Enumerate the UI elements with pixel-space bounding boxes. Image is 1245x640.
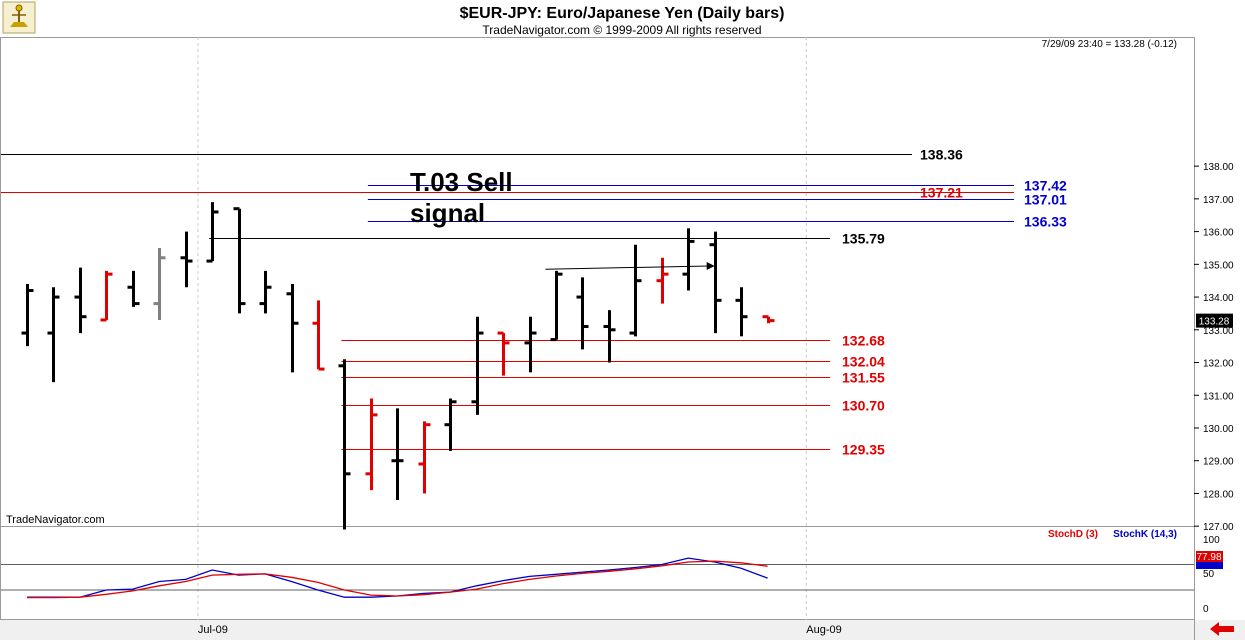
ohlc-bar (762, 315, 775, 324)
price-tick-label: 135.00 (1203, 260, 1234, 271)
stochastic-panel: 0 50 100 77.98 (1, 535, 1223, 615)
price-tick-label: 131.00 (1203, 391, 1234, 402)
ohlc-bar (418, 421, 431, 494)
ohlc-bar (444, 398, 457, 451)
price-tick-label: 134.00 (1203, 293, 1234, 304)
ohlc-bar (391, 408, 404, 500)
ohlc-bar (74, 267, 87, 334)
ohlc-bar (127, 270, 140, 307)
price-tick-label: 128.00 (1203, 489, 1234, 500)
trade-navigator-logo-icon[interactable] (2, 1, 36, 34)
stoch-tick-label: 100 (1203, 535, 1220, 546)
date-axis: Jul-09 Aug-09 (198, 624, 842, 636)
stoch-value-box-d (1196, 551, 1223, 562)
last-price-box (1196, 313, 1233, 328)
ohlc-bar (550, 270, 563, 342)
price-tick-label: 133.00 (1203, 326, 1234, 337)
price-tick-label: 130.00 (1203, 424, 1234, 435)
ohlc-bar (471, 316, 484, 415)
annotation-line-1: T.03 Sell (410, 167, 513, 197)
sell-signal-arrow (545, 261, 715, 270)
price-tick-label: 129.00 (1203, 457, 1234, 468)
ohlc-bar (259, 270, 272, 314)
stoch-tick-label: 0 (1203, 604, 1209, 615)
ohlc-bar (100, 270, 113, 322)
stochk-legend: StochK (14,3) (1113, 529, 1177, 540)
level-label: 135.79 (842, 231, 885, 247)
ohlc-bar (153, 247, 166, 320)
ohlc-bar (682, 228, 695, 291)
grid-layer (197, 37, 807, 620)
stochd-line (27, 560, 768, 599)
ohlc-bar (21, 283, 34, 347)
level-label: 137.42 (1024, 178, 1067, 194)
price-bars (21, 202, 775, 530)
level-label: 132.68 (842, 333, 885, 349)
annotation-line-2: signal (410, 198, 485, 228)
level-label: 130.70 (842, 398, 885, 414)
ohlc-bar (735, 287, 748, 337)
ohlc-bar (206, 202, 219, 263)
watermark-text: TradeNavigator.com (6, 514, 105, 526)
level-label: 137.01 (1024, 192, 1067, 208)
date-tick-label: Jul-09 (198, 624, 228, 636)
ohlc-bar (497, 331, 510, 376)
ohlc-bar (709, 231, 722, 334)
level-label: 132.04 (842, 354, 885, 370)
price-tick-label: 132.00 (1203, 359, 1234, 370)
ohlc-bar (576, 277, 589, 350)
level-label: 131.55 (842, 370, 885, 386)
stochd-value-label: 77.98 (1196, 552, 1221, 563)
ohlc-bar (312, 300, 325, 371)
stochd-legend: StochD (3) (1048, 529, 1098, 540)
ohlc-bar (233, 207, 246, 314)
arrow-head (706, 261, 715, 270)
price-tick-label: 137.00 (1203, 195, 1234, 206)
ohlc-bar (629, 244, 642, 337)
level-label: 136.33 (1024, 214, 1067, 230)
ohlc-bar (47, 287, 60, 383)
indicator-panel-frame (0, 526, 1195, 620)
date-axis-strip (0, 620, 1245, 640)
ohlc-bar (603, 310, 616, 363)
ohlc-bar (365, 398, 378, 491)
ohlc-bar (524, 316, 537, 373)
level-label: 137.21 (920, 185, 963, 201)
ohlc-bar (338, 359, 351, 530)
level-label: 138.36 (920, 147, 963, 163)
last-price-label: 133.28 (1199, 317, 1230, 328)
price-tick-label: 138.00 (1203, 162, 1234, 173)
ohlc-bar (656, 257, 669, 304)
price-tick-label: 127.00 (1203, 522, 1234, 533)
last-quote-text: 7/29/09 23:40 = 133.28 (-0.12) (1042, 39, 1177, 50)
levels-layer: 138.36 137.42 137.21 137.01 136.33 135.79 132.… (1, 147, 1067, 458)
price-axis: 127.00 128.00 129.00 130.00 131.00 132.00 133.… (1194, 162, 1234, 533)
date-tick-label: Aug-09 (806, 624, 841, 636)
ohlc-bar (180, 231, 193, 288)
arrow-shaft (545, 265, 709, 270)
ohlc-bar (286, 283, 299, 373)
copyright-text: TradeNavigator.com © 1999-2009 All right… (482, 23, 761, 37)
left-arrow-icon[interactable] (1206, 621, 1238, 637)
main-plot-frame (0, 37, 1195, 527)
price-tick-label: 136.00 (1203, 228, 1234, 239)
level-label: 129.35 (842, 442, 885, 458)
stoch-tick-label: 50 (1203, 569, 1215, 580)
chart-title: $EUR-JPY: Euro/Japanese Yen (Daily bars) (460, 5, 785, 22)
